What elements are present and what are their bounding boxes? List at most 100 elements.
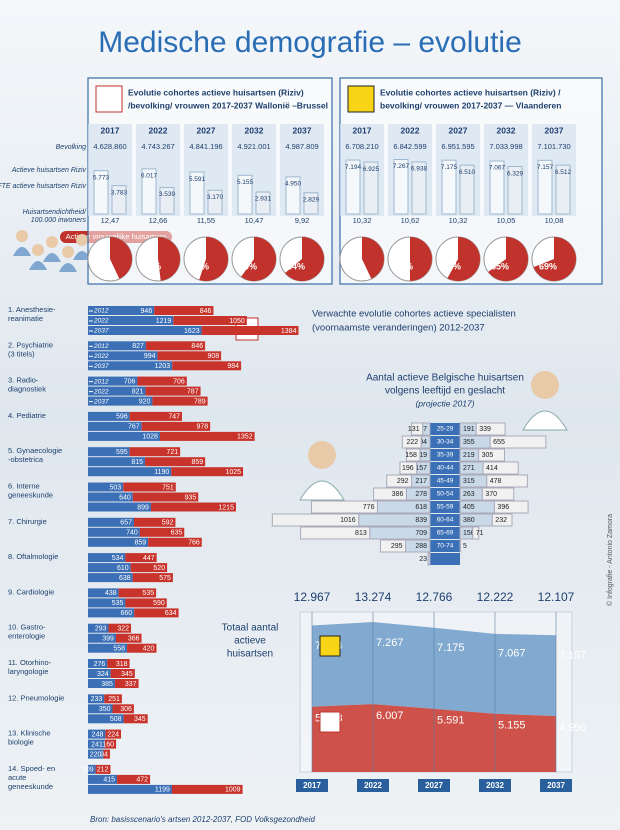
- bevolking: 4.628.860: [93, 142, 126, 151]
- women-value: 271: [463, 465, 475, 472]
- actieve-label: 7.267: [393, 163, 410, 170]
- bar-men-outer: [300, 526, 371, 540]
- specialty-name: 7. Chirurgie: [8, 517, 47, 526]
- density: 9,92: [295, 216, 310, 225]
- bar-actieve: [489, 160, 505, 215]
- total-value: 12.967: [294, 590, 331, 604]
- pie-slice: [241, 237, 277, 282]
- red-value: 345: [134, 716, 146, 723]
- bar-red: [118, 588, 157, 598]
- specialty-name: enterologie: [8, 632, 45, 641]
- red-value: 590: [153, 600, 165, 607]
- bar-blue: [88, 411, 130, 421]
- red-value: 318: [116, 661, 128, 668]
- bar-red: [95, 764, 111, 774]
- wallonie-value: 6.007: [376, 710, 404, 722]
- blue-value: 438: [105, 590, 117, 597]
- blue-value: 815: [131, 459, 143, 466]
- red-value: 747: [168, 414, 180, 421]
- logo: [347, 85, 375, 113]
- specialty-name: 8. Oftalmologie: [8, 552, 58, 561]
- bar-blue: [88, 573, 133, 583]
- logo: [95, 85, 123, 113]
- bar-red: [172, 361, 242, 371]
- women-value: 71: [476, 530, 484, 537]
- fte-label: 6.925: [363, 166, 380, 173]
- bar-blue: [88, 431, 160, 441]
- wallonie-value: 4.950: [559, 722, 587, 734]
- bar-actieve: [189, 171, 205, 215]
- bar-blue: [88, 457, 146, 467]
- women-value: 355: [463, 439, 475, 446]
- bar-red: [159, 431, 255, 441]
- row-label: Huisartsendichtheid/: [23, 209, 87, 216]
- fte-label: 6.329: [507, 170, 524, 177]
- bar-red: [108, 623, 132, 633]
- red-value: 592: [162, 520, 174, 527]
- red-value: 447: [143, 555, 155, 562]
- credit: © Infografie - Antonio Zamora: [606, 514, 614, 606]
- bar-actieve: [285, 176, 301, 215]
- red-value: 322: [117, 626, 129, 633]
- bar-blue: [88, 588, 119, 598]
- red-value: 846: [200, 308, 212, 315]
- blue-value: 740: [126, 530, 138, 537]
- bar-women-outer: [472, 526, 480, 540]
- bar-red: [145, 386, 201, 396]
- pie-slice: [158, 237, 181, 281]
- vlaanderen-value: 7.157: [559, 650, 587, 662]
- row-label: FTE actieve huisartsen Riziv: [0, 183, 86, 190]
- red-value: 520: [153, 565, 165, 572]
- specialty-name: 10. Gastro-: [8, 623, 46, 632]
- red-value: 1384: [281, 328, 297, 335]
- bar-red: [103, 749, 110, 759]
- pie-slice: [285, 237, 324, 281]
- bar-red: [114, 679, 139, 688]
- totals-title: Totaal aantal: [222, 623, 279, 634]
- men-value: 217: [415, 478, 427, 485]
- fte-label: 2.829: [303, 197, 320, 204]
- bar-blue: [88, 669, 111, 678]
- age: 60-64: [437, 517, 454, 524]
- doctor-head: [308, 441, 336, 469]
- specialty-name: (3 titels): [8, 349, 35, 358]
- total-year: 2032: [486, 781, 504, 790]
- specialty-name: laryngologie: [8, 667, 48, 676]
- actieve-label: 5.155: [237, 179, 254, 186]
- density: 10,32: [449, 216, 468, 225]
- bar-blue: [88, 633, 116, 643]
- specialty-name: 12. Pneumologie: [8, 693, 64, 702]
- bar-red: [125, 598, 167, 608]
- red-value: 1215: [218, 504, 234, 511]
- page-title: Medische demografie – evolutie: [98, 26, 522, 59]
- blue-value: 534: [112, 555, 124, 562]
- year: 2032: [497, 125, 516, 135]
- bar-red: [139, 527, 185, 537]
- total-value: 13.274: [355, 590, 392, 604]
- men-value: 709: [415, 530, 427, 537]
- blue-value: 1623: [184, 328, 200, 335]
- doctor-body: [522, 410, 568, 431]
- bar-blue: [88, 774, 118, 784]
- density: 10,32: [353, 216, 372, 225]
- total-value: 12.222: [477, 590, 514, 604]
- bar-red: [107, 659, 130, 668]
- year: 2017: [353, 125, 372, 135]
- red-value: 908: [207, 353, 219, 360]
- bar-women-outer: [475, 422, 506, 436]
- men-value: 295: [391, 543, 403, 550]
- blue-value: 827: [132, 343, 144, 350]
- year: 2027: [449, 125, 468, 135]
- bevolking: 6.708.210: [345, 142, 378, 151]
- men-value: 131: [408, 426, 420, 433]
- men-value: 776: [363, 504, 375, 511]
- women-value: 396: [497, 504, 509, 511]
- bevolking: 4.921.001: [237, 142, 270, 151]
- pie-label: 60%: [239, 261, 257, 271]
- bar-men-outer: [410, 422, 424, 436]
- spec-year: 2022: [93, 388, 109, 395]
- blue-value: 660: [121, 610, 133, 617]
- blue-value: 596: [116, 414, 128, 421]
- year: 2037: [293, 125, 312, 135]
- spec-year: 2012: [93, 343, 109, 350]
